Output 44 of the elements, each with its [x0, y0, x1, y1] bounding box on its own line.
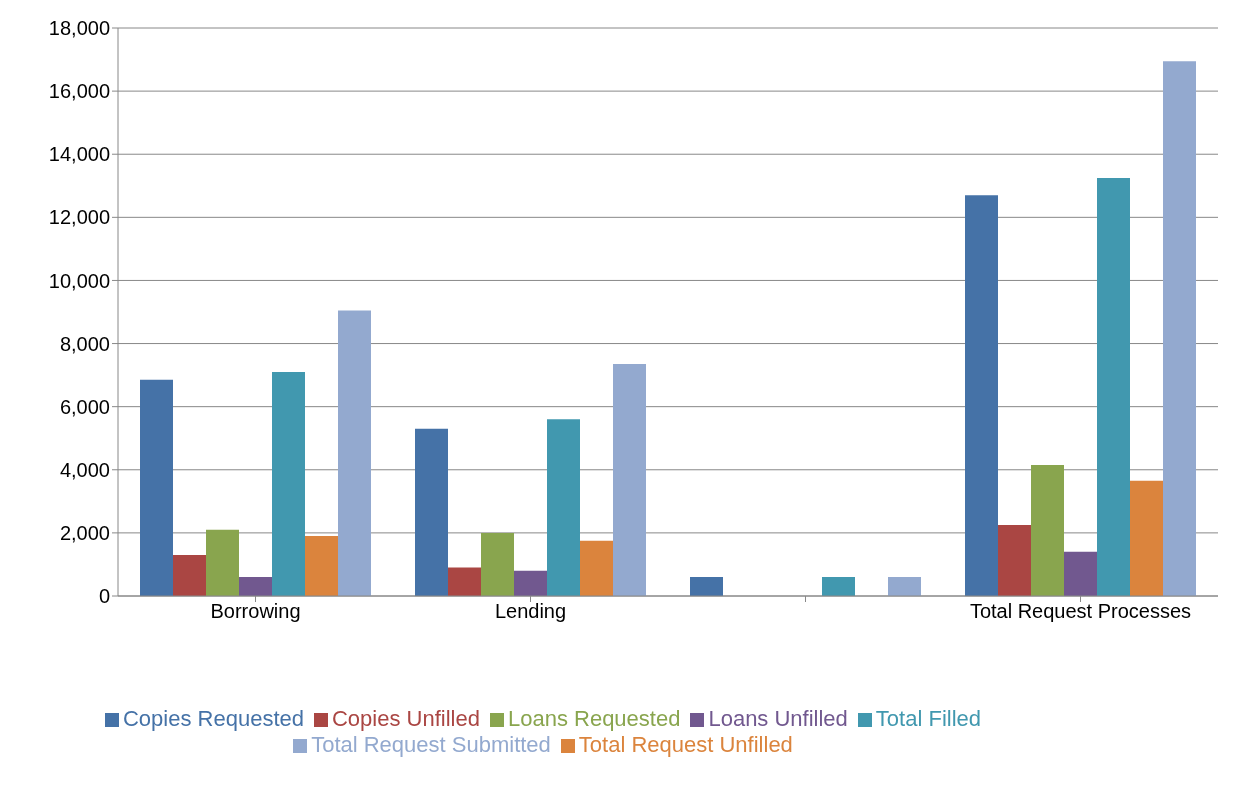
y-tick-label: 12,000 [48, 206, 110, 229]
legend-label: Total Filled [875, 706, 982, 731]
legend-label: Loans Requested [507, 706, 681, 731]
y-tick-label: 18,000 [48, 17, 110, 40]
x-tick-label: Borrowing [210, 600, 301, 623]
bar [822, 577, 855, 596]
x-tick-label: Lending [494, 600, 567, 623]
bar [580, 540, 613, 596]
y-tick-label: 16,000 [48, 80, 110, 103]
y-tick-label: 0 [98, 585, 110, 608]
y-tick-label: 4,000 [59, 458, 110, 481]
bar [514, 570, 547, 596]
y-tick-label: 10,000 [48, 269, 110, 292]
bar [239, 577, 272, 596]
bar [415, 428, 448, 596]
bar [1031, 465, 1064, 596]
bar [448, 567, 481, 596]
bar [305, 536, 338, 596]
bar [690, 577, 723, 596]
legend-label: Loans Unfilled [708, 706, 848, 731]
y-tick-label: 8,000 [59, 332, 110, 355]
bar [173, 554, 206, 596]
y-tick-label: 14,000 [48, 143, 110, 166]
bar [965, 195, 998, 596]
bar [1064, 551, 1097, 596]
bar [140, 379, 173, 596]
bar [338, 310, 371, 596]
y-tick-label: 6,000 [59, 395, 110, 418]
bar [206, 529, 239, 596]
legend-label: Total Request Unfilled [578, 732, 793, 757]
legend-label: Copies Requested [122, 706, 304, 731]
bar [481, 532, 514, 596]
bar [998, 525, 1031, 596]
bar [272, 371, 305, 596]
bar [888, 577, 921, 596]
legend-label: Total Request Submitted [311, 732, 551, 757]
bar [613, 364, 646, 596]
bar [1163, 61, 1196, 596]
x-tick-label: Total Request Processes [969, 600, 1192, 623]
bar [547, 419, 580, 596]
y-tick-label: 2,000 [59, 521, 110, 544]
bar [1130, 480, 1163, 596]
legend-label: Copies Unfilled [331, 706, 480, 731]
bar [1097, 177, 1130, 596]
